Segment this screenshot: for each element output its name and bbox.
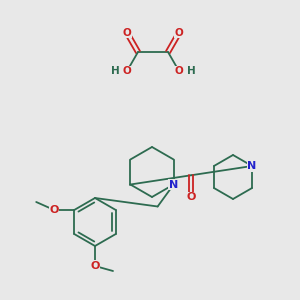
Text: O: O (123, 66, 131, 76)
Text: O: O (123, 28, 131, 38)
Text: O: O (50, 205, 59, 215)
Text: H: H (111, 66, 119, 76)
Text: O: O (175, 66, 183, 76)
Text: N: N (248, 161, 257, 171)
Text: N: N (169, 179, 178, 190)
Text: O: O (175, 28, 183, 38)
Text: O: O (90, 261, 100, 271)
Text: H: H (187, 66, 195, 76)
Text: O: O (187, 192, 196, 202)
